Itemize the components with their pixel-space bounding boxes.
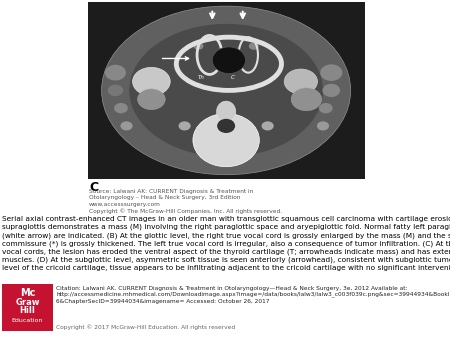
Text: C: C [231,75,235,80]
Circle shape [319,103,333,113]
Circle shape [249,42,259,50]
Bar [88,2,364,179]
Text: Serial axial contrast-enhanced CT images in an older man with transglottic squam: Serial axial contrast-enhanced CT images… [2,216,450,271]
Circle shape [291,88,322,111]
Ellipse shape [216,101,236,122]
Circle shape [133,67,170,96]
Ellipse shape [102,6,351,175]
Circle shape [194,42,203,50]
Circle shape [323,84,340,97]
Ellipse shape [217,119,235,133]
Ellipse shape [193,114,259,167]
Text: Copyright © 2017 McGraw-Hill Education. All rights reserved: Copyright © 2017 McGraw-Hill Education. … [56,324,235,330]
Text: Th: Th [198,75,205,80]
Circle shape [320,64,342,81]
Text: C: C [89,181,98,194]
Text: Graw: Graw [15,298,40,307]
Circle shape [284,69,317,94]
Ellipse shape [212,47,246,74]
Circle shape [121,121,133,130]
Circle shape [105,65,126,80]
Bar [2,284,53,331]
Text: Source: Lalwani AK: CURRENT Diagnosis & Treatment in
Otolaryngology – Head & Nec: Source: Lalwani AK: CURRENT Diagnosis & … [89,189,282,214]
Circle shape [114,103,128,113]
Text: Mc: Mc [20,288,35,298]
Circle shape [261,121,274,130]
Circle shape [179,121,191,130]
Circle shape [108,84,123,96]
Circle shape [138,89,165,110]
Text: Citation: Lalwani AK. CURRENT Diagnosis & Treatment in Otolaryngology—Head & Nec: Citation: Lalwani AK. CURRENT Diagnosis … [56,286,450,304]
Ellipse shape [129,24,323,157]
Circle shape [317,121,329,130]
Text: Education: Education [12,318,43,323]
Text: Hill: Hill [19,307,36,315]
